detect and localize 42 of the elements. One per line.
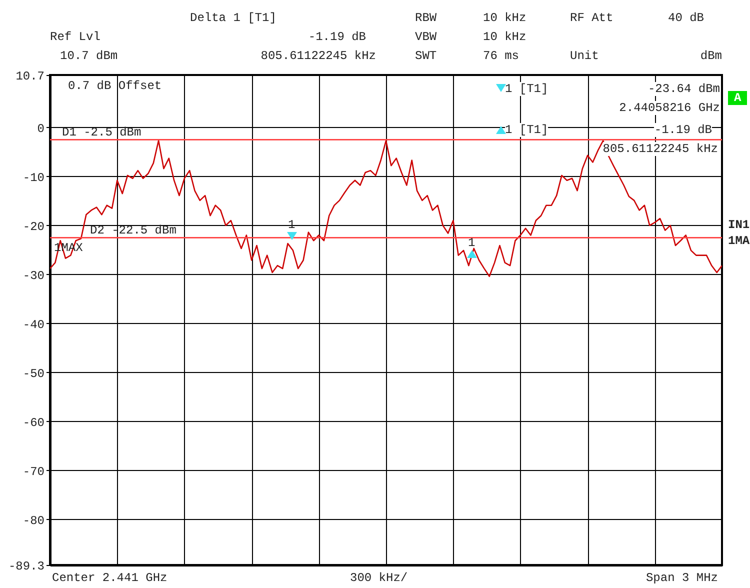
ref-line-label: D1 -2.5 dBm: [62, 126, 142, 140]
y-tick-label: -70: [22, 464, 44, 479]
annotation: 0.7 dB Offset: [68, 79, 162, 93]
text: Ref Lvl: [50, 30, 100, 44]
text: 300 kHz/: [350, 571, 408, 585]
annotation: 1: [468, 236, 476, 250]
y-tick-label: -50: [22, 366, 44, 381]
text: SWT: [415, 49, 437, 63]
text: RBW: [415, 11, 437, 25]
text: Delta 1 [T1]: [190, 11, 276, 25]
text: dBm: [700, 49, 722, 63]
text: 1MA: [728, 234, 750, 248]
text: RF Att: [570, 11, 614, 25]
text: 10.7 dBm: [60, 49, 118, 63]
annotation: 805.61122245 kHz: [602, 142, 718, 156]
y-tick-label: -20: [22, 220, 44, 234]
annotation: 1 [T1]: [505, 123, 548, 137]
text: Center 2.441 GHz: [52, 571, 168, 585]
text: Span 3 MHz: [646, 571, 718, 585]
y-tick-label: -40: [22, 318, 44, 332]
text: A: [728, 91, 748, 105]
text: 76 ms: [483, 49, 520, 63]
text: Unit: [570, 49, 599, 63]
text: 805.61122245 kHz: [260, 49, 376, 63]
text: 40 dB: [668, 11, 704, 25]
y-tick-label: -30: [22, 268, 44, 283]
text: IN1: [728, 218, 750, 232]
y-tick-label: -60: [22, 416, 44, 430]
text: 10 kHz: [483, 11, 526, 25]
y-tick-label: -89.3: [8, 560, 44, 574]
text: 10 kHz: [483, 30, 526, 44]
annotation: 2.44058216 GHz: [619, 101, 720, 115]
text: -1.19 dB: [308, 30, 366, 44]
y-tick-label: 0: [37, 122, 44, 136]
y-tick-label: -10: [22, 170, 44, 185]
annotation: -1.19 dB: [654, 123, 712, 137]
y-tick-label: -80: [22, 514, 44, 528]
y-tick-label: 10.7: [16, 70, 44, 84]
line-series: [50, 140, 722, 278]
text: VBW: [415, 30, 437, 44]
annotation: -23.64 dBm: [648, 82, 720, 96]
annotation: 1 [T1]: [505, 82, 548, 96]
